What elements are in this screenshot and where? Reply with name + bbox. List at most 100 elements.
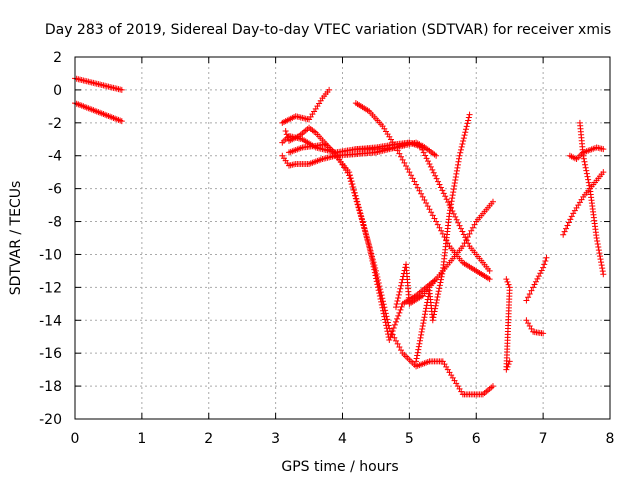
grid [75,57,610,419]
data-point [434,294,441,301]
data-point [450,186,457,193]
data-point [459,243,466,250]
data-point [394,315,401,322]
series-13 [523,317,547,337]
data-point [418,328,425,335]
data-point [447,207,454,214]
data-point [397,306,404,313]
y-tick-label: -4 [48,149,62,165]
data-point [326,86,333,93]
data-point [420,317,427,324]
data-point [415,346,422,353]
data-point [469,224,476,231]
data-point [369,256,376,263]
data-point [564,222,571,229]
data-point [409,175,416,182]
data-point [349,183,356,190]
series-12 [523,254,550,304]
data-point [456,152,463,159]
data-point [447,204,454,211]
data-point [401,159,408,166]
data-point [397,285,404,292]
data-point [433,299,440,306]
data-point [523,297,530,304]
series-8 [352,139,440,159]
data-point [443,196,450,203]
x-tick-label: 1 [137,431,146,447]
data-point [398,282,405,289]
series [72,75,607,398]
data-point [422,152,429,159]
series-11 [503,276,513,373]
data-point [462,126,469,133]
data-point [366,244,373,251]
data-point [282,128,289,135]
data-point [585,176,592,183]
data-point [370,259,377,266]
data-point [430,169,437,176]
data-point [595,244,602,251]
data-point [371,262,378,269]
data-point [489,383,496,390]
y-tick-label: -12 [39,280,62,296]
data-point [457,225,464,232]
data-point [437,279,444,286]
data-point [359,218,366,225]
data-point [428,209,435,216]
data-point [413,358,420,365]
data-point [568,213,575,220]
data-point [528,287,535,294]
data-point [464,120,471,127]
data-point [431,215,438,222]
y-tick-label: -2 [48,116,62,132]
data-point [561,228,568,235]
data-point [421,196,428,203]
data-point [448,198,455,205]
data-point [414,352,421,359]
data-point [419,323,426,330]
x-tick-label: 5 [405,431,414,447]
data-point [346,172,353,179]
data-point [450,189,457,196]
data-point [372,265,379,272]
y-tick-label: -10 [39,247,62,263]
data-point [445,199,452,206]
data-point [503,276,510,283]
data-point [452,213,459,220]
data-point [541,261,548,268]
data-point [378,292,385,299]
series-5 [279,139,493,274]
data-point [542,258,549,265]
data-point [374,273,381,280]
data-point [365,241,372,248]
data-point [460,138,467,145]
series-1 [72,100,125,125]
data-point [391,321,398,328]
data-point [466,111,473,118]
data-point [348,181,355,188]
data-point [403,163,410,170]
data-point [387,328,394,335]
data-point [584,173,591,180]
data-point [429,166,436,173]
data-point [380,301,387,308]
data-point [355,204,362,211]
data-point [429,212,436,219]
data-point [386,337,393,344]
data-point [531,281,538,288]
data-point [398,303,405,310]
data-point [379,298,386,305]
data-point [361,224,368,231]
data-point [460,231,467,238]
data-point [458,143,465,150]
data-point [431,308,438,315]
y-tick-label: 0 [53,83,62,99]
data-point [505,281,512,288]
series-4 [282,124,440,344]
data-point [393,318,399,325]
data-point [384,316,391,323]
data-point [411,178,418,185]
y-tick-label: -6 [48,182,62,198]
data-point [373,270,380,277]
data-point [454,161,461,168]
